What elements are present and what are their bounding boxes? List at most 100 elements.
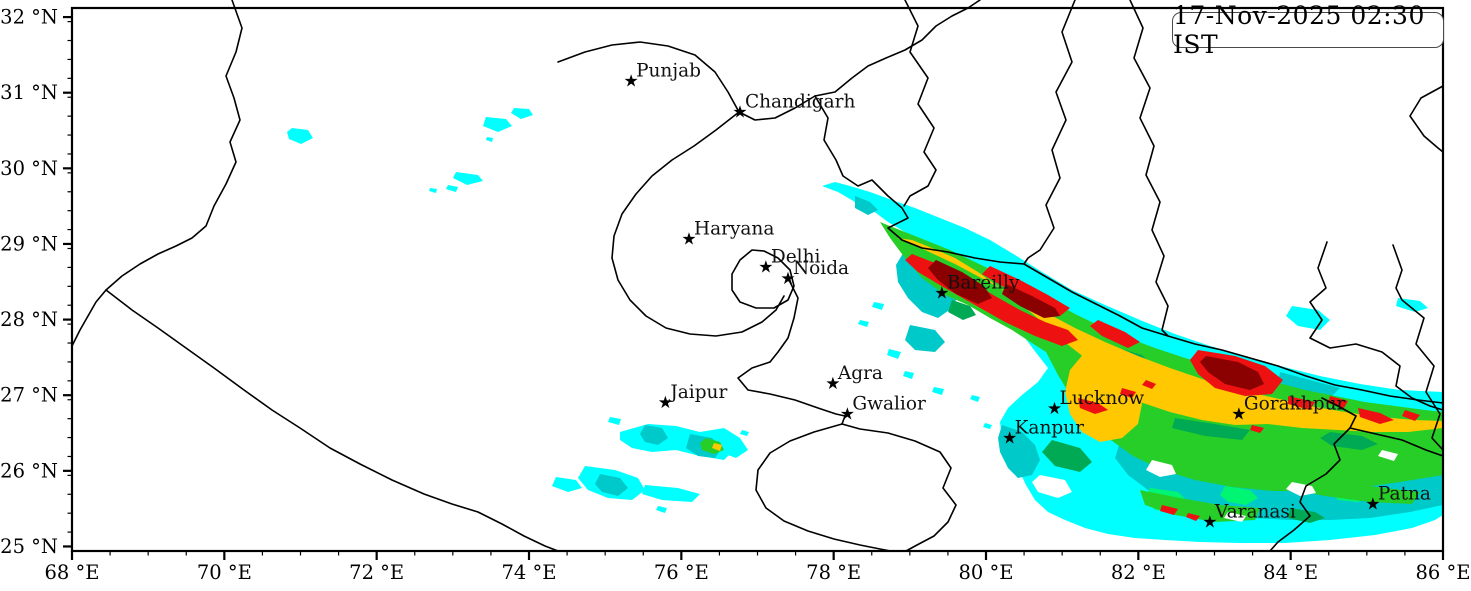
- city-star-icon: ★: [1002, 429, 1017, 449]
- map-frame: [70, 6, 1445, 553]
- fog-level-dark-cyan: [896, 250, 960, 318]
- city-marker-agra: ★Agra: [825, 363, 883, 394]
- fog-level-red: [1078, 398, 1108, 414]
- lon-tick-label: 70 °E: [197, 561, 252, 584]
- lat-tick-label: 27 °N: [0, 384, 58, 407]
- fog-level-red: [1402, 410, 1420, 421]
- fog-level-yellow: [897, 238, 1443, 432]
- fog-level-dark-red: [1002, 284, 1060, 318]
- fog-level-cyan: [903, 371, 914, 379]
- lon-tick-label: 68 °E: [45, 561, 100, 584]
- fog-level-dark-cyan: [595, 474, 628, 496]
- fog-level-sea-green: [1288, 508, 1325, 523]
- city-star-icon: ★: [623, 72, 638, 92]
- fog-level-cyan: [656, 506, 667, 513]
- city-label: Kanpur: [1015, 418, 1085, 439]
- city-label: Punjab: [636, 61, 701, 82]
- fog-level-cyan: [970, 395, 980, 402]
- city-star-icon: ★: [1231, 404, 1246, 424]
- city-marker-bareilly: ★Bareilly: [934, 272, 1020, 303]
- lat-tick-label: 26 °N: [0, 459, 58, 482]
- lon-tick-label: 80 °E: [959, 561, 1014, 584]
- city-marker-lucknow: ★Lucknow: [1047, 388, 1144, 419]
- fog-level-red: [1090, 320, 1140, 348]
- city-star-icon: ★: [934, 283, 949, 303]
- fog-level-cyan: [1396, 298, 1428, 312]
- fog-level-red: [1120, 388, 1136, 398]
- city-label: Gorakhpur: [1244, 393, 1346, 414]
- lon-tick-label: 72 °E: [349, 561, 404, 584]
- fog-level-red: [1250, 425, 1264, 433]
- fog-level-dark-cyan: [640, 425, 668, 445]
- city-marker-chandigarh: ★Chandigarh: [732, 92, 855, 123]
- fog-level-spring-green: [1220, 486, 1258, 505]
- fog-level-cyan: [287, 128, 313, 144]
- lat-tick-label: 31 °N: [0, 81, 58, 104]
- fog-level-cyan: [552, 477, 582, 492]
- fog-level-red: [1186, 513, 1200, 521]
- city-star-icon: ★: [1047, 399, 1062, 419]
- fog-level-cyan: [872, 302, 884, 310]
- fog-level-dark-red: [1200, 356, 1264, 390]
- fog-level-cyan: [446, 185, 458, 192]
- fog-level-red: [1142, 380, 1156, 389]
- city-markers: ★Punjab★Chandigarh★Haryana★Delhi★Noida★J…: [623, 61, 1431, 533]
- city-label: Agra: [837, 363, 883, 384]
- city-star-icon: ★: [780, 269, 795, 289]
- city-star-icon: ★: [732, 103, 747, 123]
- lat-tick-label: 25 °N: [0, 535, 58, 558]
- fog-level-dark-cyan: [1278, 372, 1340, 398]
- fog-level-red: [1328, 396, 1348, 408]
- fog-level-cyan: [642, 485, 700, 502]
- lat-tick-label: 28 °N: [0, 308, 58, 331]
- city-label: Jaipur: [668, 382, 727, 403]
- city-star-icon: ★: [658, 393, 673, 413]
- city-marker-delhi: ★Delhi: [758, 247, 820, 278]
- fog-level-cyan: [740, 430, 749, 436]
- city-star-icon: ★: [825, 374, 840, 394]
- fog-level-yellow: [712, 443, 722, 451]
- fog-level-sea-green: [1042, 440, 1092, 472]
- city-star-icon: ★: [840, 404, 855, 424]
- fog-level-cyan: [486, 137, 493, 142]
- fog-intensity-field: [287, 108, 1443, 543]
- city-marker-haryana: ★Haryana: [681, 219, 774, 250]
- city-label: Noida: [793, 258, 849, 279]
- city-marker-gwalior: ★Gwalior: [840, 393, 926, 424]
- lon-tick-label: 78 °E: [806, 561, 861, 584]
- city-star-icon: ★: [1365, 494, 1380, 514]
- city-label: Lucknow: [1060, 388, 1145, 409]
- city-marker-jaipur: ★Jaipur: [658, 382, 728, 413]
- state-boundaries: [71, 0, 1444, 552]
- city-label: Haryana: [694, 219, 774, 240]
- city-marker-varanasi: ★Varanasi: [1202, 502, 1296, 533]
- lon-tick-label: 74 °E: [502, 561, 557, 584]
- fog-level-cyan: [932, 387, 944, 395]
- lat-tick-label: 30 °N: [0, 157, 58, 180]
- fog-level-green: [1295, 478, 1420, 504]
- city-label: Bareilly: [947, 272, 1020, 293]
- city-label: Patna: [1378, 483, 1431, 504]
- lat-tick-label: 29 °N: [0, 232, 58, 255]
- axis-tick-labels: 32 °N 31 °N 30 °N 29 °N 28 °N 27 °N 26 °N 25 °N…: [0, 6, 1470, 584]
- fog-level-red: [1160, 505, 1178, 515]
- city-marker-noida: ★Noida: [780, 258, 849, 289]
- fog-level-dark-cyan: [905, 325, 945, 352]
- city-label: Gwalior: [852, 393, 926, 414]
- fog-level-cyan: [483, 117, 512, 132]
- lon-tick-label: 84 °E: [1263, 561, 1318, 584]
- fog-level-cyan: [983, 423, 992, 429]
- lon-tick-label: 86 °E: [1416, 561, 1471, 584]
- fog-level-cyan: [858, 320, 869, 327]
- timestamp-badge: 17-Nov-2025 02:30 IST: [1172, 1, 1444, 59]
- fog-level-cyan: [511, 108, 533, 119]
- fog-level-cyan: [453, 172, 483, 185]
- lat-tick-label: 32 °N: [0, 6, 58, 29]
- city-star-icon: ★: [1202, 513, 1217, 533]
- fog-level-red: [1288, 396, 1315, 410]
- city-marker-kanpur: ★Kanpur: [1002, 418, 1084, 449]
- fog-level-red: [982, 266, 1070, 316]
- city-star-icon: ★: [681, 230, 696, 250]
